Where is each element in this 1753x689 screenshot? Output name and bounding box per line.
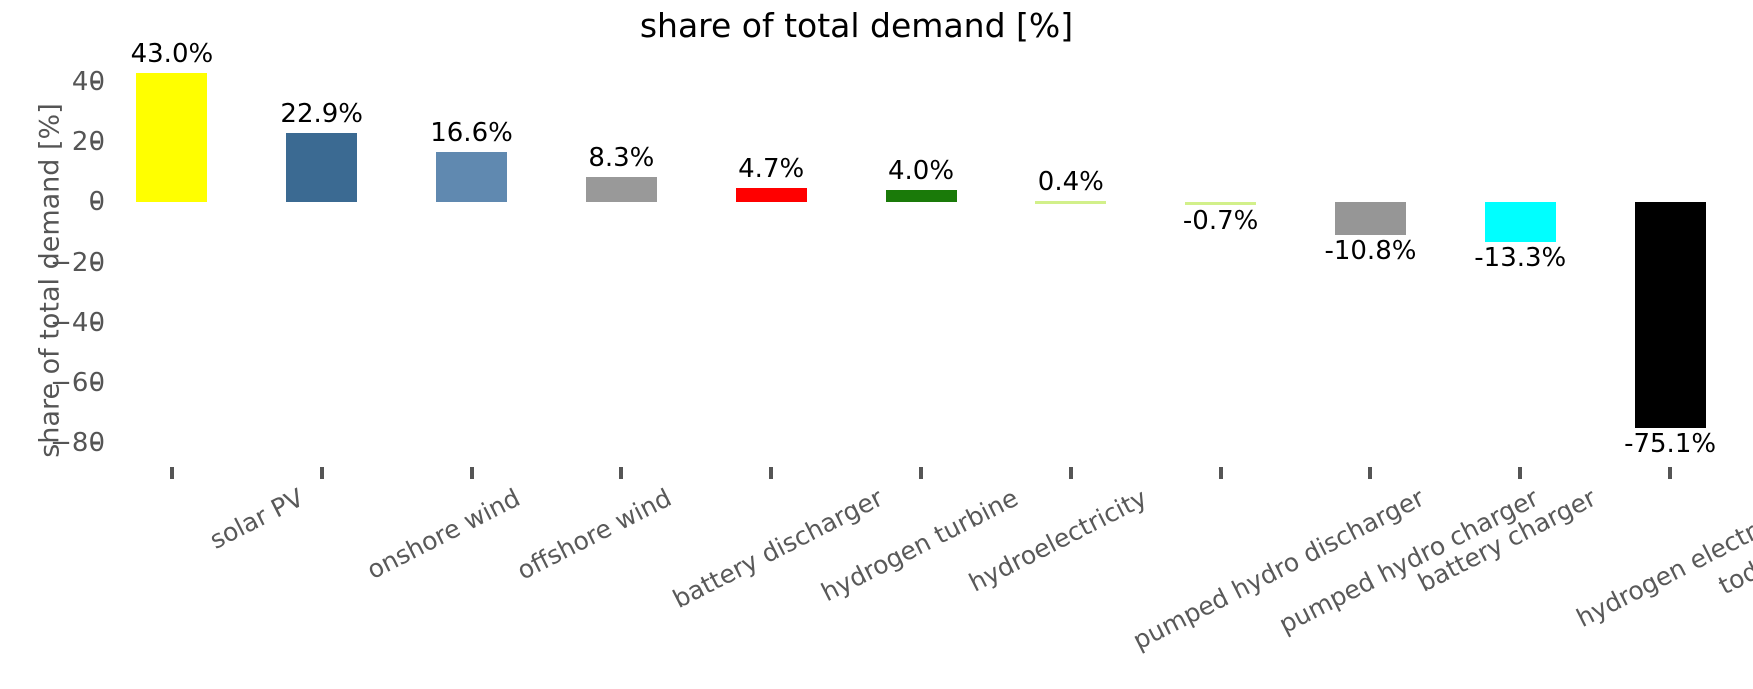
bar-value-label: 4.7% [738, 154, 805, 185]
bar[interactable] [735, 188, 807, 203]
y-tick-label: −40 [50, 307, 105, 338]
plot-area: 40200−20−40−60−80 43.0%22.9%16.6%8.3%4.7… [50, 39, 1753, 655]
y-tick-mark [91, 80, 100, 84]
y-tick-label: −80 [50, 427, 105, 458]
x-tick-mark [1518, 467, 1523, 479]
x-category-label: solar PV [204, 483, 309, 555]
x-tick-mark [1068, 467, 1073, 479]
bar-value-label: 43.0% [130, 39, 214, 70]
bar[interactable] [1185, 202, 1257, 206]
x-category-label: onshore wind [361, 483, 525, 585]
y-tick-mark [91, 261, 100, 264]
x-tick-mark [919, 467, 923, 479]
x-tick-mark [319, 467, 324, 479]
bar[interactable] [1634, 202, 1706, 429]
y-tick-mark [91, 140, 100, 144]
bar-value-label: -10.8% [1324, 235, 1417, 266]
y-tick-label: 20 [71, 127, 105, 158]
bar-value-label: -13.3% [1474, 243, 1567, 274]
y-tick-mark [91, 441, 100, 445]
y-tick-label: 0 [0, 187, 105, 217]
x-tick-mark [469, 467, 474, 479]
bar[interactable] [585, 177, 657, 203]
x-tick-mark [769, 467, 774, 479]
bar-value-label: 22.9% [280, 99, 364, 130]
x-tick-mark [1668, 467, 1673, 479]
x-tick-mark [1368, 467, 1373, 479]
y-tick-mark [91, 200, 100, 204]
bar[interactable] [136, 73, 208, 203]
bar[interactable] [1334, 202, 1406, 235]
y-tick-label: −60 [50, 367, 105, 398]
bar[interactable] [885, 190, 957, 203]
x-category-label: offshore wind [511, 483, 676, 586]
y-tick-mark [91, 321, 100, 325]
bar[interactable] [286, 133, 358, 203]
x-tick-mark [169, 467, 174, 479]
y-tick-label: −20 [50, 247, 105, 278]
bar-value-label: 4.0% [887, 156, 955, 187]
bar[interactable] [1484, 202, 1556, 243]
bar[interactable] [1035, 201, 1107, 205]
bar-value-label: 8.3% [588, 143, 655, 174]
bar-value-label: 0.4% [1037, 167, 1104, 198]
bar[interactable] [436, 152, 508, 203]
bar-value-label: -75.1% [1624, 429, 1717, 460]
y-tick-mark [91, 381, 100, 385]
bar-value-label: 16.6% [430, 118, 513, 149]
chart-title: share of total demand [%] [639, 6, 1074, 45]
bar-value-label: -0.7% [1182, 206, 1259, 237]
y-tick-label: 40 [71, 67, 105, 98]
x-tick-mark [1218, 467, 1223, 479]
x-tick-mark [619, 467, 624, 479]
